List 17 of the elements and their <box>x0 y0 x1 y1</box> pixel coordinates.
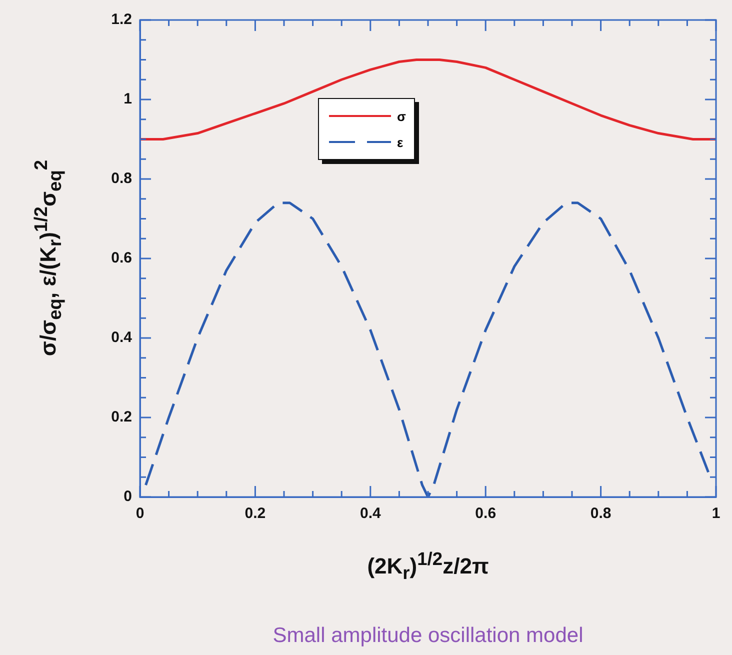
x-tick-label: 1 <box>712 505 720 522</box>
y-tick-label: 0 <box>124 488 132 506</box>
y-tick-label: 0.4 <box>111 329 133 346</box>
legend-label: σ <box>397 108 406 124</box>
x-tick-label: 0.8 <box>590 505 612 522</box>
x-tick-label: 0.4 <box>360 505 382 522</box>
y-tick-label: 1 <box>124 90 132 108</box>
x-tick-label: 0.6 <box>475 505 496 522</box>
y-tick-label: 0.8 <box>111 170 132 188</box>
x-tick-label: 0 <box>136 505 144 522</box>
legend-label: ε <box>397 134 404 150</box>
x-tick-label: 0.2 <box>244 505 266 522</box>
y-tick-label: 0.6 <box>111 250 132 267</box>
text: Small amplitude oscillation model <box>272 624 584 648</box>
y-tick-label: 0.2 <box>111 408 132 426</box>
x-axis-title: (2K$_{r}$)$^{1/2}$z/2π <box>367 548 489 584</box>
y-tick-label: 1.2 <box>111 11 132 28</box>
